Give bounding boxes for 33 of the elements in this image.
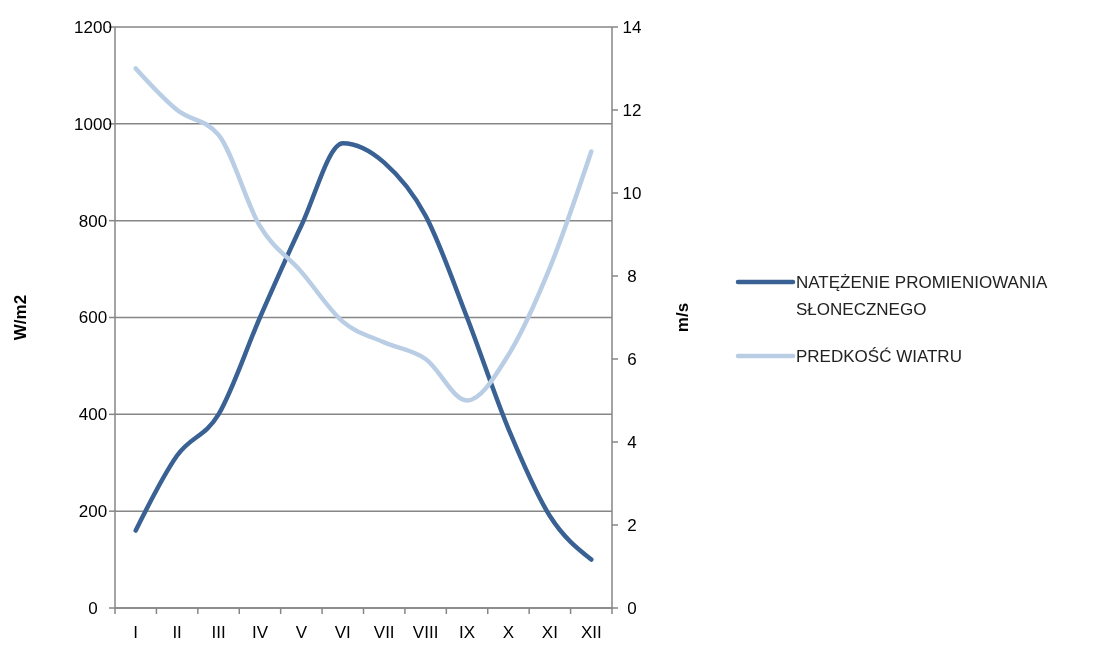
y2-tick-label: 14 <box>622 17 642 37</box>
y2-axis-title: m/s <box>673 302 692 333</box>
x-tick-label: IX <box>459 623 476 642</box>
y2-tick-label: 2 <box>627 515 637 535</box>
x-tick-label: XII <box>580 623 602 642</box>
x-tick-label: V <box>295 623 308 642</box>
y-tick-label: 1000 <box>74 114 112 134</box>
y-tick-label: 600 <box>78 308 108 328</box>
x-tick-label: XI <box>541 623 558 642</box>
x-tick-label: X <box>502 623 515 642</box>
x-tick-label: III <box>211 623 226 642</box>
y-tick-label: 200 <box>78 502 108 522</box>
legend-label: PREDKOŚĆ WIATRU <box>796 347 962 366</box>
line-series <box>133 140 594 562</box>
x-tick-label: IV <box>251 623 269 642</box>
y2-tick-label: 6 <box>627 349 637 369</box>
x-tick-label: VI <box>334 623 351 642</box>
line-series <box>133 66 594 403</box>
y2-tick-label: 4 <box>627 432 637 452</box>
y-tick-label: 0 <box>88 598 98 618</box>
y2-tick-label: 10 <box>622 183 642 203</box>
y-tick-label: 1200 <box>74 17 112 37</box>
x-tick-label: VIII <box>412 623 439 642</box>
y-axis-title: W/m2 <box>11 294 30 341</box>
x-tick-label: II <box>172 623 182 642</box>
y-tick-label: 400 <box>78 405 108 425</box>
legend-label: NATĘŻENIE PROMIENIOWANIA SŁONECZNEGO <box>796 273 1048 319</box>
x-tick-label: I <box>133 623 139 642</box>
y-tick-label: 800 <box>78 211 108 231</box>
y2-tick-label: 8 <box>627 266 637 286</box>
y2-tick-label: 0 <box>627 598 637 618</box>
y2-tick-label: 12 <box>622 100 642 120</box>
x-tick-label: VII <box>373 623 395 642</box>
